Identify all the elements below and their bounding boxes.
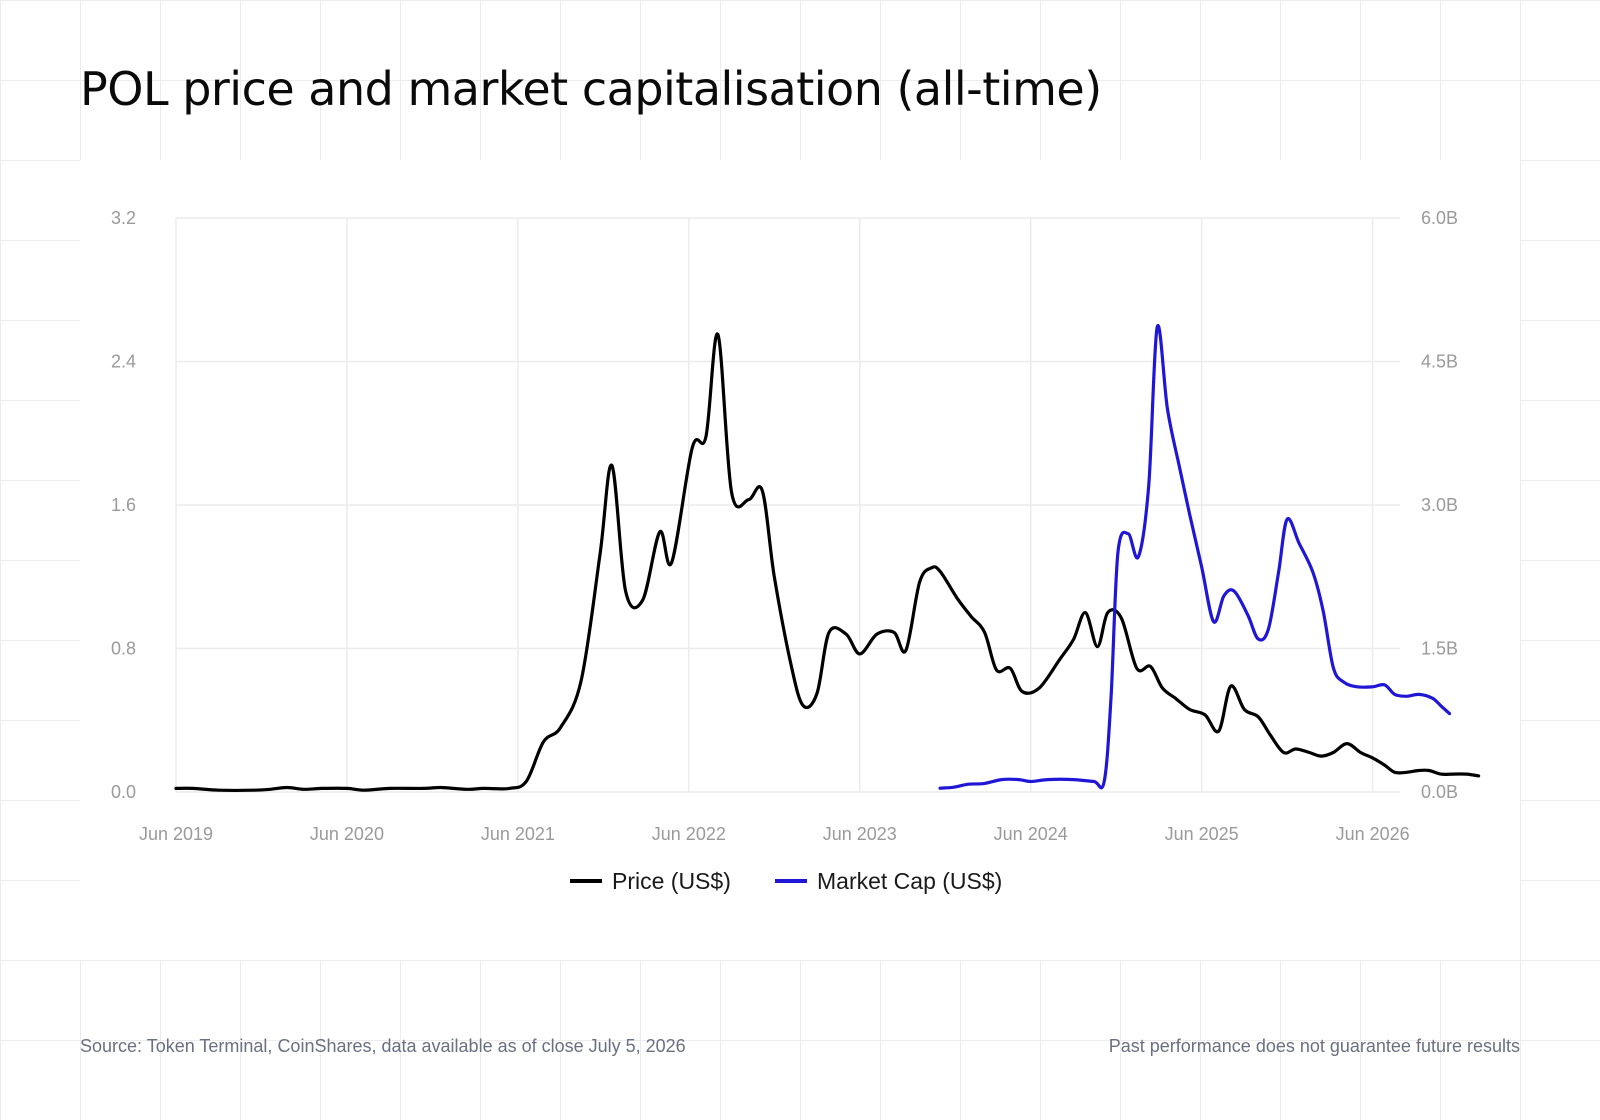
x-tick-label: Jun 2021: [481, 824, 555, 844]
x-tick-label: Jun 2022: [652, 824, 726, 844]
y-left-tick-label: 1.6: [111, 495, 136, 515]
legend: Price (US$) Market Cap (US$): [570, 868, 1002, 894]
y-left-tick-label: 0.0: [111, 782, 136, 802]
x-tick-label: Jun 2023: [823, 824, 897, 844]
source-note: Source: Token Terminal, CoinShares, data…: [80, 1036, 686, 1056]
price-line: [174, 332, 1481, 792]
chart: 0.0 0.0B 0.8 1.5B 1.6 3.0B 2.4 4.5B 3.2 6.0B Jun 2…: [111, 208, 1481, 894]
y-left-tick-label: 2.4: [111, 352, 136, 372]
grid: [175, 217, 1400, 793]
x-tick-label: Jun 2025: [1165, 824, 1239, 844]
x-tick-label: Jun 2024: [994, 824, 1068, 844]
series-lines: [174, 324, 1481, 792]
x-tick-label: Jun 2019: [139, 824, 213, 844]
legend-price-label: Price (US$): [612, 868, 731, 894]
y-right-tick-label: 0.0B: [1421, 782, 1458, 802]
y-right-tick-label: 3.0B: [1421, 495, 1458, 515]
y-right-tick-label: 6.0B: [1421, 208, 1458, 228]
legend-market-cap-label: Market Cap (US$): [817, 868, 1002, 894]
y-left-tick-label: 0.8: [111, 639, 136, 659]
market-cap-line: [938, 324, 1452, 790]
chart-card: 0.0 0.0B 0.8 1.5B 1.6 3.0B 2.4 4.5B 3.2 6.0B Jun 2…: [80, 160, 1520, 960]
x-tick-label: Jun 2026: [1336, 824, 1410, 844]
tick-labels: 0.0 0.0B 0.8 1.5B 1.6 3.0B 2.4 4.5B 3.2 6.0B Jun 2…: [111, 208, 1458, 844]
x-tick-label: Jun 2020: [310, 824, 384, 844]
y-right-tick-label: 4.5B: [1421, 352, 1458, 372]
chart-title: POL price and market capitalisation (all…: [80, 62, 1102, 116]
y-left-tick-label: 3.2: [111, 208, 136, 228]
y-right-tick-label: 1.5B: [1421, 639, 1458, 659]
disclaimer-note: Past performance does not guarantee futu…: [1108, 1036, 1520, 1056]
